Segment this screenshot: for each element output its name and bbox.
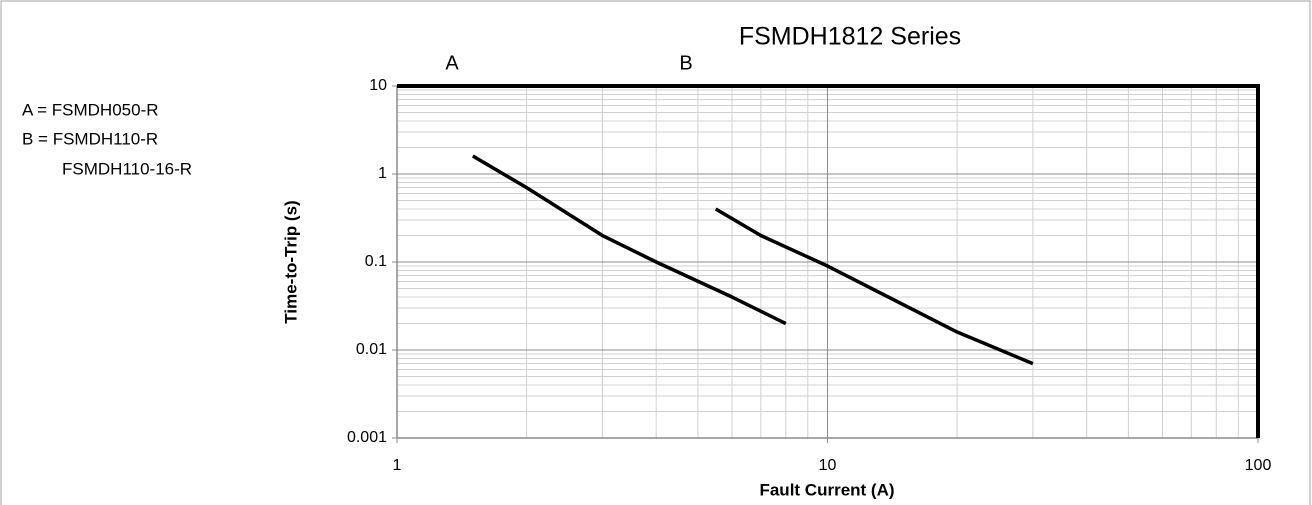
y-tick-label: 0.001: [347, 429, 387, 446]
series-line: [714, 207, 1034, 366]
y-tick-label: 1: [378, 165, 387, 182]
x-tick-label: 100: [1245, 457, 1272, 474]
y-axis-title: Time-to-Trip (s): [281, 200, 300, 323]
x-axis-title: Fault Current (A): [759, 480, 894, 499]
series-line: [471, 154, 787, 326]
chart-title: FSMDH1812 Series: [739, 23, 961, 51]
series-label: A: [445, 52, 459, 74]
x-tick-label: 1: [393, 457, 402, 474]
x-tick-label: 10: [819, 457, 837, 474]
legend-note: A = FSMDH050-R: [22, 100, 159, 119]
legend-note: B = FSMDH110-R: [22, 129, 158, 148]
legend-note: FSMDH110-16-R: [62, 159, 192, 178]
plot-border: [397, 84, 1260, 438]
y-tick-label: 0.1: [365, 253, 387, 270]
y-tick-label: 0.01: [356, 341, 387, 358]
y-tick-label: 10: [369, 77, 387, 94]
series-label: B: [679, 52, 692, 74]
